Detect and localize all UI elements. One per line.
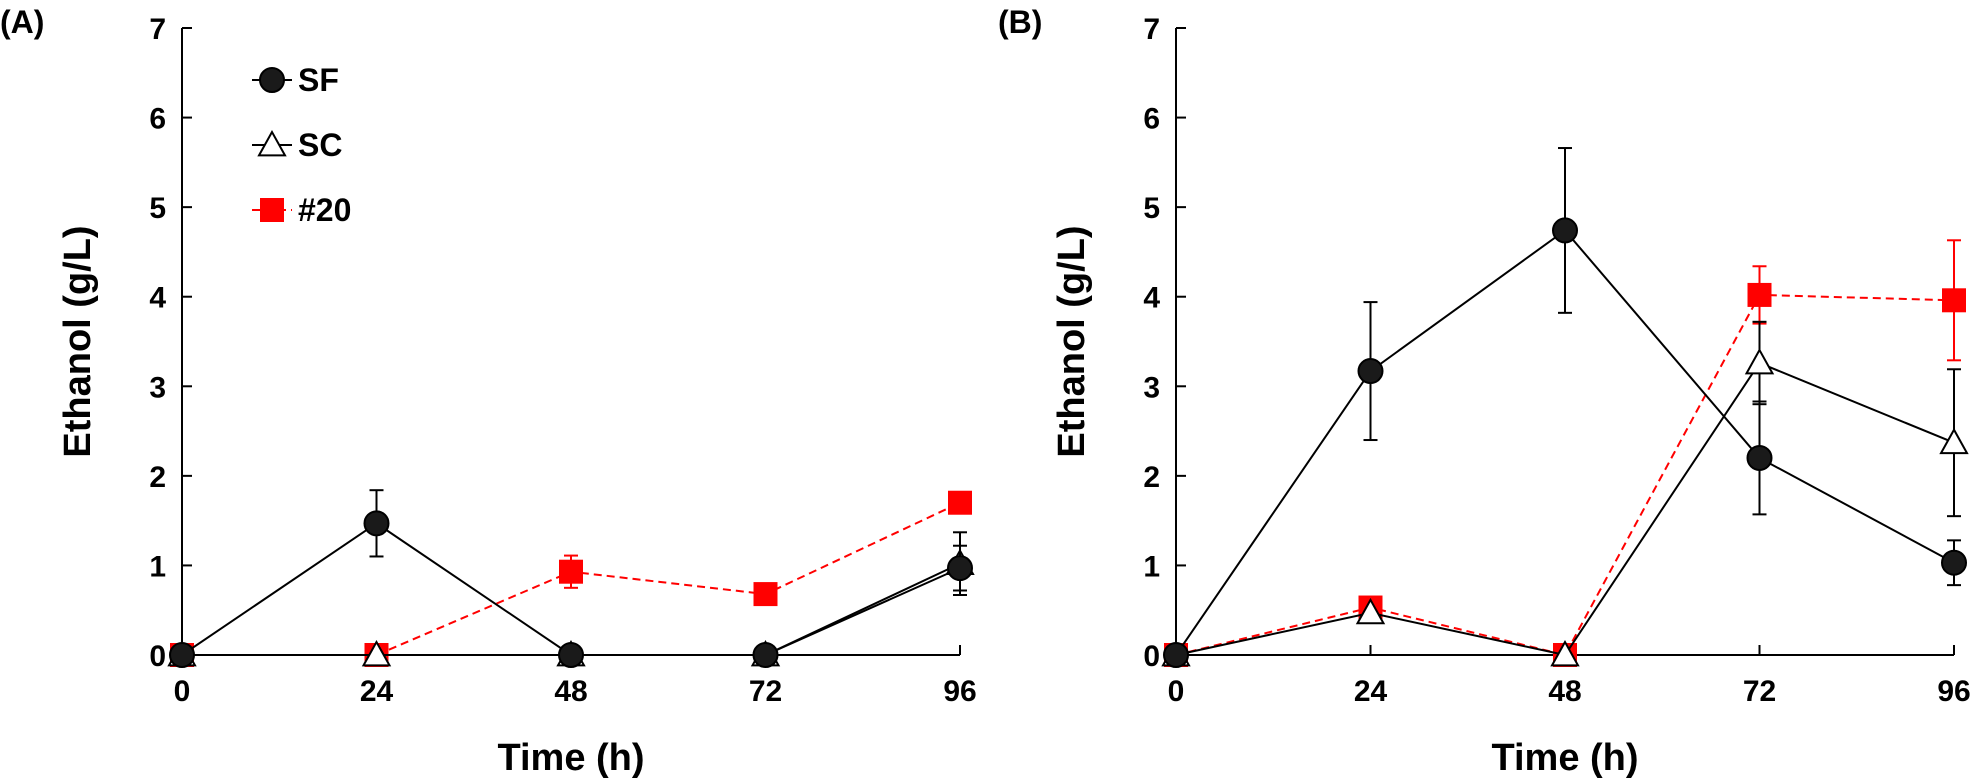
data-point: [947, 555, 973, 582]
data-point: [1552, 217, 1578, 244]
y-tick-label: 1: [1143, 550, 1160, 583]
series-line: [1175, 361, 1955, 657]
y-axis-title: Ethanol (g/L): [1051, 225, 1093, 457]
x-axis-title: Time (h): [497, 737, 644, 779]
legend-label: #20: [298, 192, 351, 228]
data-point: [1941, 549, 1967, 576]
panel-a: (A) 0 1 2 3 4 5 6 7 0 24 48 72 96 Time (h) Ethanol (g/L…: [0, 4, 977, 779]
data-point: [948, 490, 972, 515]
y-tick-label: 0: [149, 640, 166, 673]
x-tick-label: 72: [1743, 675, 1776, 708]
x-tick-label: 96: [943, 675, 976, 708]
x-tick-label: 24: [360, 675, 394, 708]
y-tick-label: 0: [1143, 640, 1160, 673]
legend-marker: [260, 198, 284, 222]
panel-b: (B) 0 1 2 3 4 5 6 7 0 24 48 72 96 Time (h) Ethanol (g/L…: [998, 4, 1971, 779]
y-tick-label: 1: [149, 550, 166, 583]
x-tick-label: 0: [1168, 675, 1185, 708]
x-tick-label: 48: [554, 675, 587, 708]
y-tick-label: 2: [1143, 461, 1160, 494]
y-tick-label: 7: [149, 13, 166, 46]
panel-label: (A): [0, 4, 44, 40]
data-point: [1747, 282, 1772, 307]
series-line: [181, 522, 961, 656]
x-tick-label: 0: [174, 675, 191, 708]
data-point: [1163, 642, 1189, 668]
y-tick-label: 6: [149, 103, 166, 136]
series-sf: [169, 489, 973, 668]
panel-label: (B): [998, 4, 1042, 40]
y-tick-label: 3: [149, 371, 166, 404]
y-tick-label: 4: [1143, 282, 1160, 315]
y-tick-label: 3: [1143, 371, 1160, 404]
series-sf: [1163, 147, 1967, 668]
y-tick-label: 7: [1143, 13, 1160, 46]
data-point: [169, 642, 195, 668]
legend: SF SC #20: [252, 62, 351, 228]
x-tick-label: 96: [1937, 675, 1970, 708]
legend-marker: [257, 129, 287, 157]
y-tick-label: 2: [149, 461, 166, 494]
data-point: [361, 639, 392, 667]
x-axis-title: Time (h): [1491, 737, 1638, 779]
data-point: [753, 582, 778, 607]
y-tick-label: 5: [1143, 192, 1160, 225]
data-point: [1357, 358, 1384, 385]
y-axis-title: Ethanol (g/L): [57, 225, 99, 457]
legend-label: SF: [298, 62, 339, 98]
y-tick-label: 5: [149, 192, 166, 225]
data-point: [559, 559, 583, 584]
y-tick-label: 4: [149, 282, 166, 315]
x-tick-label: 24: [1354, 675, 1388, 708]
legend-label: SC: [298, 127, 342, 163]
data-point: [1942, 288, 1966, 313]
data-point: [1355, 597, 1386, 625]
data-point: [1744, 347, 1775, 375]
series-line: [1175, 293, 1955, 657]
y-tick-label: 6: [1143, 103, 1160, 136]
data-point: [1939, 427, 1969, 455]
data-point: [1746, 444, 1773, 471]
legend-marker: [259, 67, 285, 93]
data-point: [363, 510, 390, 537]
x-tick-label: 72: [749, 675, 782, 708]
series-sc: [1161, 320, 1969, 667]
data-point: [558, 642, 584, 668]
x-tick-label: 48: [1548, 675, 1581, 708]
data-point: [752, 642, 779, 668]
data-point: [1550, 639, 1580, 667]
